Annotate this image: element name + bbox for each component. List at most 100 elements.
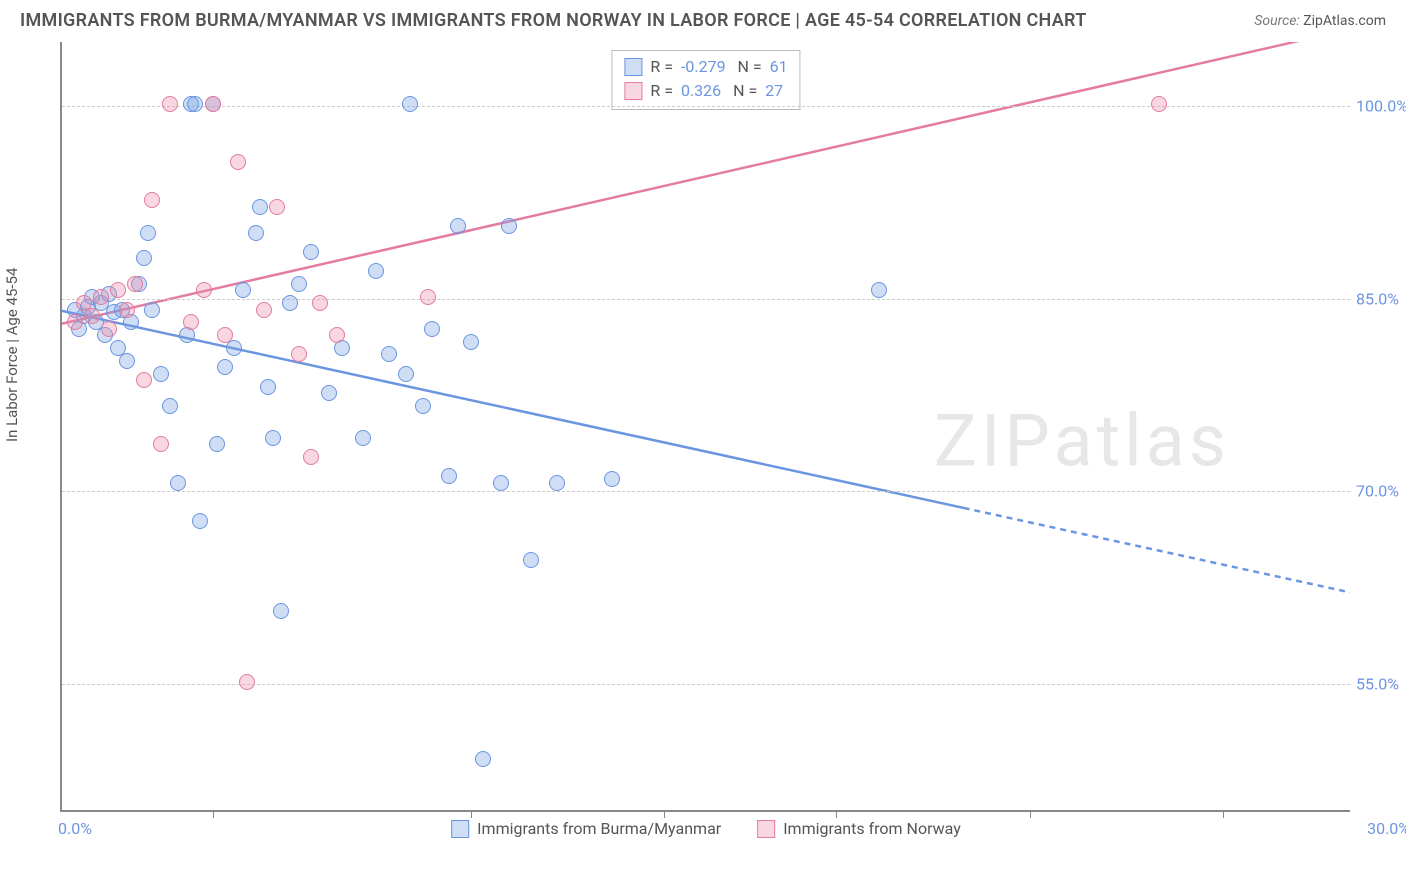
data-point [101, 321, 117, 337]
data-point [183, 314, 199, 330]
legend-row: R = -0.279 N = 61 [624, 55, 787, 79]
y-tick-label: 55.0% [1356, 674, 1406, 693]
legend-swatch [757, 820, 775, 838]
data-point [303, 244, 319, 260]
data-point [136, 250, 152, 266]
series-name: Immigrants from Norway [783, 819, 961, 838]
data-point [140, 225, 156, 241]
data-point [523, 552, 539, 568]
data-point [269, 199, 285, 215]
data-point [93, 289, 109, 305]
data-point [501, 218, 517, 234]
data-point [441, 468, 457, 484]
x-tick [471, 810, 472, 818]
data-point [381, 346, 397, 362]
y-axis-label: In Labor Force | Age 45-54 [3, 268, 21, 442]
data-point [187, 96, 203, 112]
data-point [67, 314, 83, 330]
data-point [402, 96, 418, 112]
legend-row: R = 0.326 N = 27 [624, 79, 787, 103]
data-point [1151, 96, 1167, 112]
data-point [871, 282, 887, 298]
legend-swatch [624, 58, 642, 76]
data-point [144, 302, 160, 318]
data-point [209, 436, 225, 452]
data-point [420, 289, 436, 305]
data-point [463, 334, 479, 350]
data-point [119, 302, 135, 318]
data-point [196, 282, 212, 298]
data-point [84, 308, 100, 324]
source-credit: Source: ZipAtlas.com [1254, 13, 1386, 29]
data-point [119, 353, 135, 369]
data-point [329, 327, 345, 343]
gridline [62, 684, 1350, 685]
gridline [62, 491, 1350, 492]
data-point [162, 398, 178, 414]
x-min-label: 0.0% [58, 819, 92, 838]
data-point [248, 225, 264, 241]
source-link[interactable]: ZipAtlas.com [1303, 13, 1386, 29]
data-point [217, 327, 233, 343]
x-tick [664, 810, 665, 818]
page-title: IMMIGRANTS FROM BURMA/MYANMAR VS IMMIGRA… [20, 10, 1087, 31]
data-point [368, 263, 384, 279]
data-point [424, 321, 440, 337]
data-point [230, 154, 246, 170]
x-max-label: 30.0% [1367, 819, 1406, 838]
data-point [265, 430, 281, 446]
data-point [170, 475, 186, 491]
data-point [450, 218, 466, 234]
x-tick [213, 810, 214, 818]
watermark: ZIPatlas [934, 399, 1230, 484]
series-legend-item: Immigrants from Norway [757, 819, 961, 838]
data-point [291, 346, 307, 362]
data-point [235, 282, 251, 298]
gridline [62, 299, 1350, 300]
data-point [260, 379, 276, 395]
data-point [355, 430, 371, 446]
series-legend-item: Immigrants from Burma/Myanmar [451, 819, 721, 838]
y-tick-label: 100.0% [1356, 97, 1406, 116]
data-point [312, 295, 328, 311]
data-point [256, 302, 272, 318]
data-point [415, 398, 431, 414]
legend-swatch [624, 82, 642, 100]
data-point [549, 475, 565, 491]
data-point [321, 385, 337, 401]
data-point [291, 276, 307, 292]
series-legend: Immigrants from Burma/Myanmar Immigrants … [451, 819, 961, 838]
data-point [282, 295, 298, 311]
plot-area: ZIPatlas R = -0.279 N = 61R = 0.326 N = … [60, 42, 1350, 812]
data-point [398, 366, 414, 382]
data-point [217, 359, 233, 375]
data-point [144, 192, 160, 208]
data-point [273, 603, 289, 619]
data-point [239, 674, 255, 690]
correlation-chart: In Labor Force | Age 45-54 ZIPatlas R = … [20, 42, 1386, 842]
data-point [153, 366, 169, 382]
data-point [136, 372, 152, 388]
x-tick [1223, 810, 1224, 818]
data-point [127, 276, 143, 292]
data-point [493, 475, 509, 491]
trend-line [62, 311, 964, 508]
series-name: Immigrants from Burma/Myanmar [477, 819, 721, 838]
x-tick [1030, 810, 1031, 818]
stats-legend: R = -0.279 N = 61R = 0.326 N = 27 [611, 50, 800, 110]
y-tick-label: 70.0% [1356, 482, 1406, 501]
legend-swatch [451, 820, 469, 838]
y-tick-label: 85.0% [1356, 289, 1406, 308]
x-tick [836, 810, 837, 818]
data-point [475, 751, 491, 767]
data-point [303, 449, 319, 465]
data-point [110, 282, 126, 298]
data-point [252, 199, 268, 215]
data-point [153, 436, 169, 452]
data-point [162, 96, 178, 112]
data-point [205, 96, 221, 112]
trend-lines [62, 42, 1350, 810]
data-point [604, 471, 620, 487]
data-point [192, 513, 208, 529]
trend-line [964, 508, 1350, 592]
